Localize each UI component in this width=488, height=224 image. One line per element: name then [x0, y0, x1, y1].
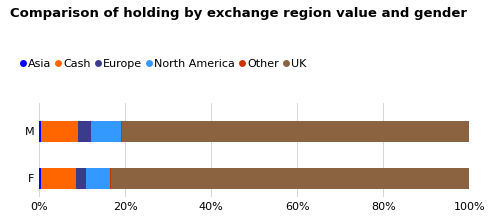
Bar — [41, 168, 76, 189]
Bar — [121, 121, 122, 142]
Bar — [39, 121, 41, 142]
Bar — [91, 121, 121, 142]
Bar — [78, 121, 91, 142]
Bar — [86, 168, 110, 189]
Bar — [76, 168, 86, 189]
Bar — [39, 168, 41, 189]
Bar — [122, 121, 468, 142]
Text: Comparison of holding by exchange region value and gender: Comparison of holding by exchange region… — [10, 7, 466, 20]
Legend: Asia, Cash, Europe, North America, Other, UK: Asia, Cash, Europe, North America, Other… — [15, 55, 310, 74]
Bar — [41, 121, 78, 142]
Bar — [110, 168, 111, 189]
Bar — [111, 168, 468, 189]
